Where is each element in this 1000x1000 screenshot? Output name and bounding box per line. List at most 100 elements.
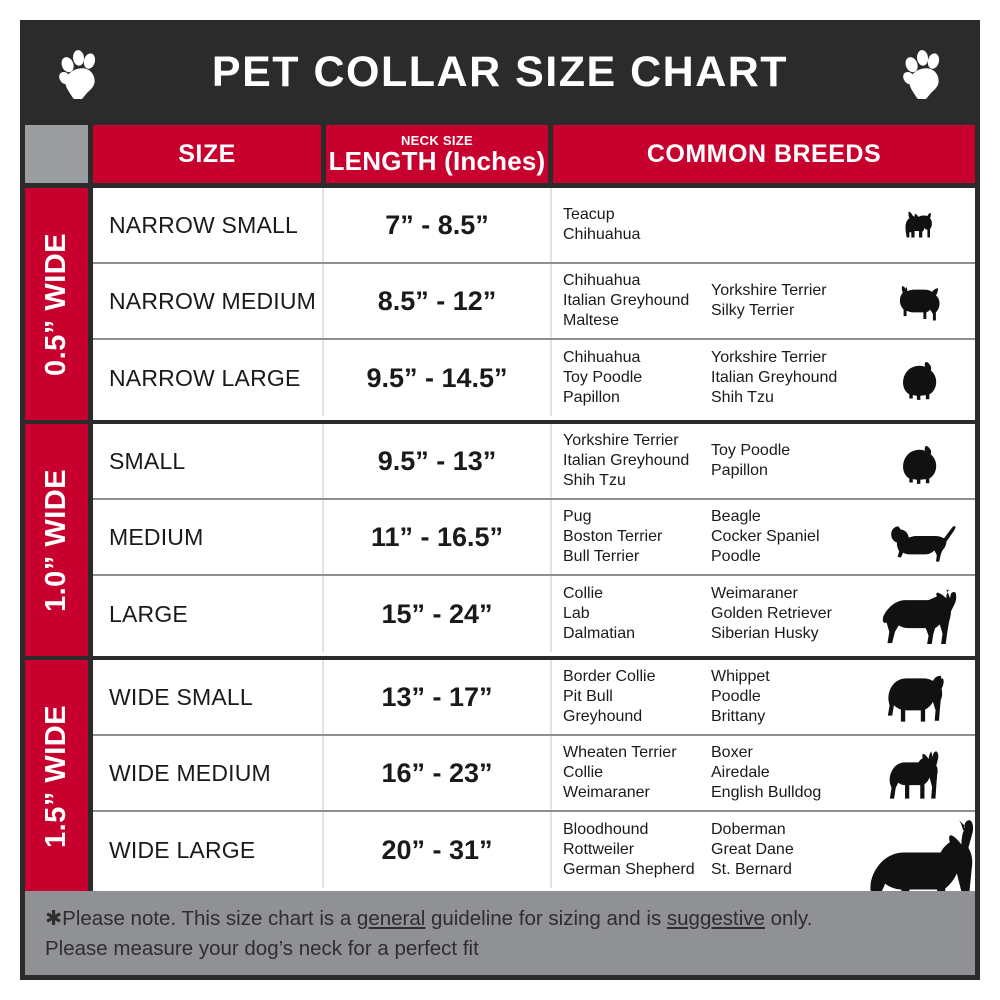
cell-neck-length: 7” - 8.5”: [385, 209, 489, 240]
column-divider: [550, 660, 552, 734]
cell-neck-length: 8.5” - 12”: [377, 285, 497, 316]
cell-size: LARGE: [109, 600, 188, 627]
breed-column-2: Doberman Great Dane St. Bernard: [711, 820, 871, 880]
table-row[interactable]: LARGE 15” - 24” Collie Lab Dalmatian Weimaran…: [93, 576, 975, 652]
group-width-label-text: 1.5” WIDE: [40, 704, 72, 848]
page-title: PET COLLAR SIZE CHART: [211, 48, 789, 96]
breed-name: Chihuahua: [563, 272, 641, 289]
cell-common-breeds: Wheaten Terrier Collie Weimaraner Boxer Aire…: [563, 736, 875, 810]
column-divider: [322, 576, 324, 652]
footer-text-a: ✱Please note. This size chart is a: [45, 907, 357, 930]
table-row[interactable]: WIDE SMALL 13” - 17” Border Collie Pit Bull…: [93, 660, 975, 736]
breed-column-1: Border Collie Pit Bull Greyhound: [563, 667, 711, 727]
breed-name: Italian Greyhound: [711, 369, 838, 386]
table-row[interactable]: WIDE MEDIUM 16” - 23” Wheaten Terrier Colli…: [93, 736, 975, 812]
breed-name: Poodle: [711, 688, 761, 705]
breed-name: Yorkshire Terrier: [563, 432, 679, 449]
beagle-silhouette-icon: [867, 500, 971, 576]
size-group-1: 0.5” WIDE NARROW SMALL 7” - 8.5” Teacup Chih…: [20, 188, 980, 420]
group-rows: SMALL 9.5” - 13” Yorkshire Terrier Italian …: [93, 424, 975, 656]
breed-column-2: Yorkshire Terrier Silky Terrier: [711, 281, 871, 321]
column-divider: [550, 812, 552, 888]
group-width-label: 1.0” WIDE: [25, 424, 88, 656]
table-row[interactable]: MEDIUM 11” - 16.5” Pug Boston Terrier Bull T…: [93, 500, 975, 576]
table-row[interactable]: SMALL 9.5” - 13” Yorkshire Terrier Italian …: [93, 424, 975, 500]
footer-note: ✱Please note. This size chart is a gener…: [25, 891, 975, 975]
breed-name: Doberman: [711, 821, 786, 838]
footer-emphasis-suggestive: suggestive: [666, 907, 765, 930]
breed-name: St. Bernard: [711, 861, 792, 878]
breed-name: Boston Terrier: [563, 528, 663, 545]
table-row[interactable]: NARROW SMALL 7” - 8.5” Teacup Chihuahua: [93, 188, 975, 264]
breed-name: Toy Poodle: [563, 369, 643, 386]
cell-neck-length: 20” - 31”: [381, 834, 493, 865]
cell-size: NARROW SMALL: [109, 211, 298, 238]
breed-column-1: Yorkshire Terrier Italian Greyhound Shih T…: [563, 431, 711, 491]
breed-column-1: Pug Boston Terrier Bull Terrier: [563, 507, 711, 567]
chihuahua-silhouette-icon: [867, 264, 971, 340]
column-header-size: SIZE: [93, 125, 321, 183]
column-divider: [550, 340, 552, 416]
footer-emphasis-general: general: [356, 907, 426, 930]
header-corner-cell: [25, 125, 88, 183]
breed-name: Shih Tzu: [711, 389, 774, 406]
cell-common-breeds: Yorkshire Terrier Italian Greyhound Shih T…: [563, 424, 875, 498]
cell-size: NARROW MEDIUM: [109, 287, 317, 314]
column-header-length: NECK SIZE LENGTH (Inches): [326, 125, 548, 183]
column-divider: [322, 500, 324, 574]
chart-header-bar: PET COLLAR SIZE CHART: [20, 20, 980, 125]
cell-common-breeds: Chihuahua Toy Poodle Papillon Yorkshire Ter…: [563, 340, 875, 416]
yorkshire-terrier-silhouette-icon: [867, 188, 971, 264]
column-divider: [322, 736, 324, 810]
cell-neck-length: 15” - 24”: [381, 598, 493, 629]
table-row[interactable]: NARROW MEDIUM 8.5” - 12” Chihuahua Italian …: [93, 264, 975, 340]
breed-name: Papillon: [711, 462, 768, 479]
cell-size: WIDE LARGE: [109, 836, 256, 863]
breed-name: Maltese: [563, 312, 620, 329]
breed-name: English Bulldog: [711, 784, 822, 801]
paw-print-icon: [896, 47, 948, 99]
breed-name: Border Collie: [563, 668, 656, 685]
breed-name: German Shepherd: [563, 861, 695, 878]
breed-column-2: Toy Poodle Papillon: [711, 441, 871, 481]
boxer-silhouette-icon: [867, 736, 971, 812]
breed-name: Bloodhound: [563, 821, 649, 838]
cell-common-breeds: Bloodhound Rottweiler German Shepherd Dober…: [563, 812, 875, 888]
table-row[interactable]: WIDE LARGE 20” - 31” Bloodhound Rottweiler G…: [93, 812, 975, 898]
breed-name: Greyhound: [563, 708, 643, 725]
breed-column-2: Whippet Poodle Brittany: [711, 667, 871, 727]
breed-name: Toy Poodle: [711, 442, 791, 459]
breed-name: Italian Greyhound: [563, 292, 690, 309]
breed-name: Pug: [563, 508, 592, 525]
bulldog-silhouette-icon: [867, 660, 971, 736]
column-divider: [550, 576, 552, 652]
column-divider: [550, 500, 552, 574]
breed-name: Cocker Spaniel: [711, 528, 820, 545]
column-divider: [322, 188, 324, 262]
breed-column-1: Teacup Chihuahua: [563, 205, 711, 245]
breed-name: Papillon: [563, 389, 620, 406]
breed-name: Rottweiler: [563, 841, 635, 858]
group-width-label-text: 1.0” WIDE: [40, 468, 72, 612]
breed-name: Shih Tzu: [563, 472, 626, 489]
breed-name: Beagle: [711, 508, 761, 525]
cell-neck-length: 9.5” - 14.5”: [366, 362, 508, 393]
breed-name: Yorkshire Terrier: [711, 282, 827, 299]
breed-column-2: Yorkshire Terrier Italian Greyhound Shih T…: [711, 348, 871, 408]
cell-neck-length: 11” - 16.5”: [370, 521, 504, 552]
cell-common-breeds: Collie Lab Dalmatian Weimaraner Golden Retri…: [563, 576, 875, 652]
footer-text-c: only.: [764, 907, 813, 930]
breed-name: Great Dane: [711, 841, 794, 858]
table-row[interactable]: NARROW LARGE 9.5” - 14.5” Chihuahua Toy Poo…: [93, 340, 975, 416]
breed-name: Weimaraner: [711, 585, 798, 602]
size-group-2: 1.0” WIDE SMALL 9.5” - 13” Yorkshire Terrie…: [20, 424, 980, 656]
cell-neck-length: 16” - 23”: [381, 757, 493, 788]
breed-name: Poodle: [711, 548, 761, 565]
breed-name: Teacup: [563, 206, 615, 223]
cell-common-breeds: Pug Boston Terrier Bull Terrier Beagle Cocke…: [563, 500, 875, 574]
cell-size: WIDE SMALL: [109, 683, 253, 710]
column-divider: [322, 264, 324, 338]
footer-text-b: guideline for sizing and is: [425, 907, 667, 930]
breed-name: Brittany: [711, 708, 766, 725]
breed-name: Siberian Husky: [711, 625, 819, 642]
